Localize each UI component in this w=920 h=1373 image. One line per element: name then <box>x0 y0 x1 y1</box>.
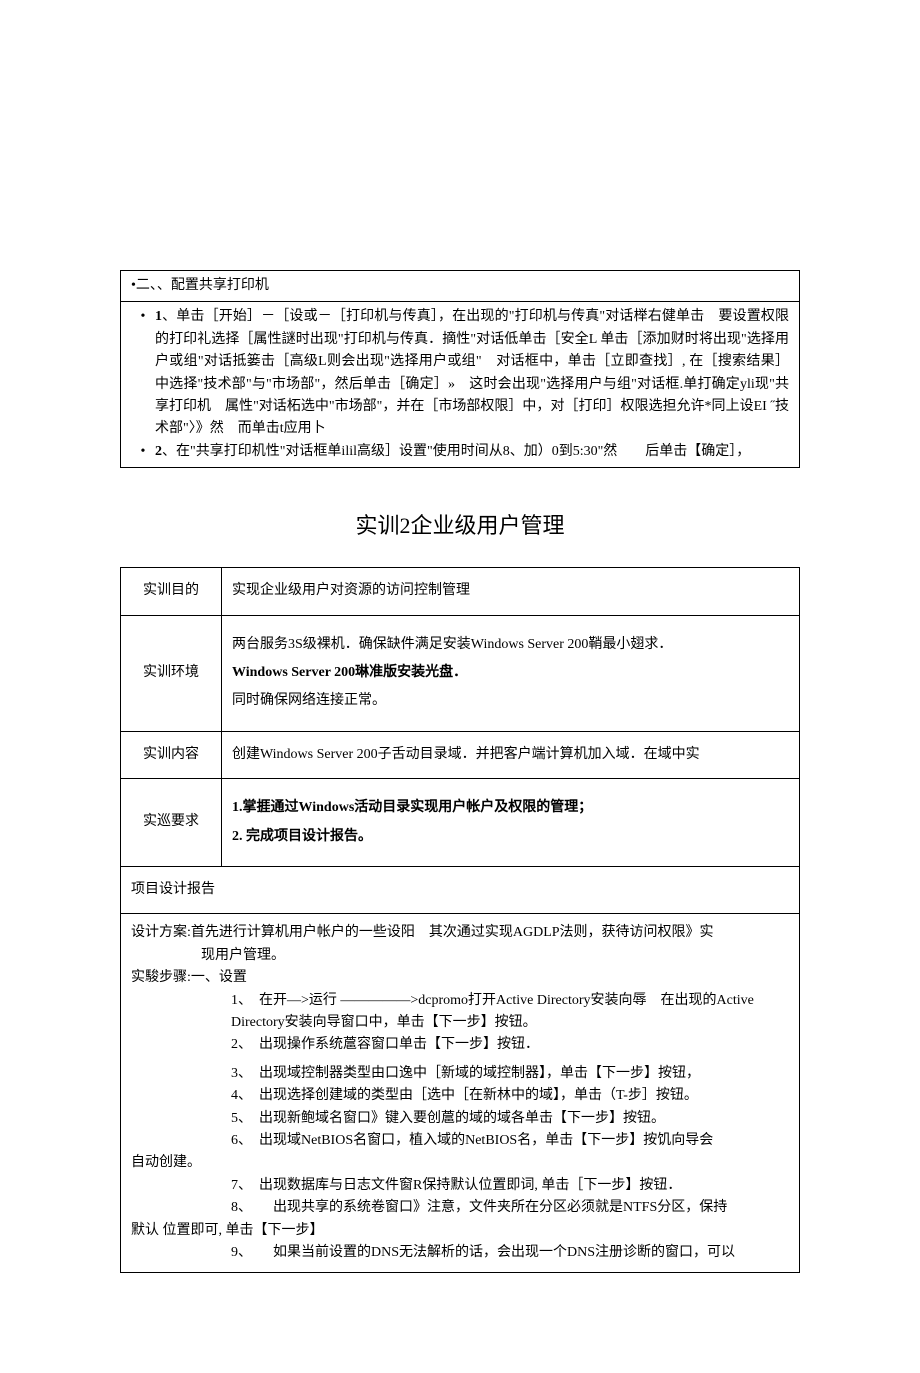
row-value-purpose: 实现企业级用户对资源的访问控制管理 <box>222 568 800 615</box>
row-label-purpose: 实训目的 <box>121 568 222 615</box>
training-table: 实训目的 实现企业级用户对资源的访问控制管理 实训环境 两台服务3S级裸机．确保… <box>120 567 800 1273</box>
bullet-dot: • <box>131 441 155 463</box>
step-3: 3、 出现域控制器类型由口逸中［新域的域控制器】，单击【下一步】按钮， <box>231 1063 789 1085</box>
section-header: •二、、配置共享打印机 <box>131 278 269 293</box>
steps-header: 实駿步骤:一、设置 <box>131 967 789 989</box>
step-7: 7、 出现数据库与日志文件窗R保持默认位置即词, 单击［下一步】按钮． <box>231 1175 789 1197</box>
step-2: 2、 出现操作系统蔰容窗口单击【下一步】按钮． <box>231 1034 789 1056</box>
step-9: 9、 如果当前设置的DNS无法解析的话，会出现一个DNS注册诊断的窗口，可以 <box>231 1242 789 1264</box>
step-4: 4、 出现选择创建域的类型由［选中［在新林中的域】，单击（T-步］按钮。 <box>231 1085 789 1107</box>
page-title: 实训2企业级用户管理 <box>120 508 800 543</box>
bullet-dot: • <box>131 306 155 328</box>
report-body: 设计方案:首先进行计算机用户帐户的一些设阳 其次通过实现AGDLP法则，获待访问… <box>121 914 800 1273</box>
step-1: 1、 在开—>运行 ―――――>dcpromo打开Active Director… <box>231 990 789 1035</box>
row-value-env: 两台服务3S级裸机．确保缺件满足安装Windows Server 200鞘最小翅… <box>222 615 800 731</box>
row-label-env: 实训环境 <box>121 615 222 731</box>
row-label-content: 实训内容 <box>121 731 222 778</box>
row-value-content: 创建Windows Server 200子舌动目录域．并把客户端计算机加入域．在… <box>222 731 800 778</box>
row-value-req: 1.掌捱通过Windows活动目录实现用户帐户及权限的管理； 2. 完成项目设计… <box>222 779 800 867</box>
row-label-req: 实巡要求 <box>121 779 222 867</box>
config-printer-box: •二、、配置共享打印机 • 1、单击［开始］－［设或－［打印机与传真］，在出现的… <box>120 270 800 468</box>
report-header: 项目设计报告 <box>121 867 800 914</box>
design-plan: 设计方案:首先进行计算机用户帐户的一些设阳 其次通过实现AGDLP法则，获待访问… <box>131 922 789 967</box>
step-8: 8、 出现共享的系统卷窗口》注意，文件夹所在分区必须就是NTFS分区，保持默认 … <box>131 1197 789 1242</box>
printer-step-1: 1、单击［开始］－［设或－［打印机与传真］，在出现的"打印机与传真"对话榉右健单… <box>155 306 789 440</box>
printer-step-2: 2、在"共享打印机性"对话框单ilil高级］设置"使用时间从8、加）0到5:30… <box>155 441 789 463</box>
step-5: 5、 出现新鲍域名窗口》键入要创蔰的域的域各单击【下一步】按钮。 <box>231 1108 789 1130</box>
step-6: 6、 出现域NetBIOS名窗口，植入域的NetBIOS名，单击【下一步】按饥向… <box>131 1130 789 1175</box>
